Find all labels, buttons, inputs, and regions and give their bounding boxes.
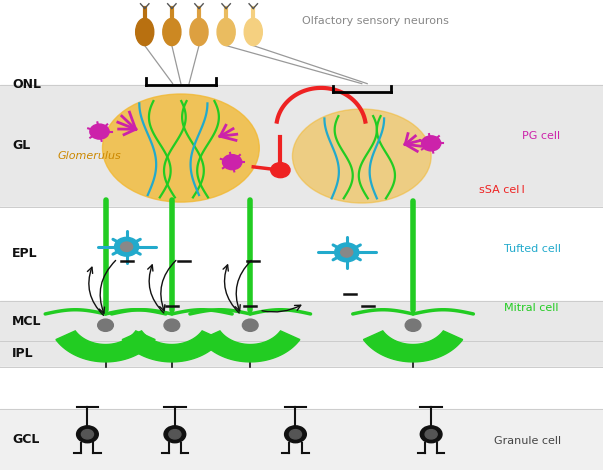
Text: IPL: IPL (12, 347, 34, 360)
Ellipse shape (136, 18, 154, 46)
Circle shape (90, 124, 109, 139)
Bar (0, 409, 603, 470)
Circle shape (164, 319, 180, 331)
Bar (0, 85, 603, 207)
Circle shape (289, 430, 302, 439)
Circle shape (164, 426, 186, 443)
Ellipse shape (217, 18, 235, 46)
Circle shape (115, 237, 139, 256)
Text: EPL: EPL (12, 247, 37, 260)
Circle shape (420, 426, 442, 443)
Ellipse shape (244, 18, 262, 46)
Ellipse shape (292, 109, 431, 203)
Text: Granule cell: Granule cell (494, 436, 561, 446)
Circle shape (121, 242, 133, 251)
Circle shape (98, 319, 113, 331)
Text: GL: GL (12, 139, 30, 152)
Text: MCL: MCL (12, 315, 42, 329)
Bar (0, 301, 603, 367)
Ellipse shape (190, 18, 208, 46)
Text: ONL: ONL (12, 78, 41, 91)
Circle shape (271, 163, 290, 178)
Polygon shape (122, 331, 221, 362)
Circle shape (285, 426, 306, 443)
Text: Mitral cell: Mitral cell (504, 303, 558, 313)
Text: Glomerulus: Glomerulus (57, 151, 121, 161)
Circle shape (335, 243, 359, 262)
Ellipse shape (163, 18, 181, 46)
Text: sSA cel l: sSA cel l (479, 185, 525, 196)
Circle shape (341, 248, 353, 257)
Bar (0, 367, 603, 409)
Polygon shape (364, 331, 463, 362)
Ellipse shape (103, 94, 259, 202)
Circle shape (169, 430, 181, 439)
Circle shape (421, 136, 441, 151)
Bar (0, 207, 603, 301)
Circle shape (242, 319, 258, 331)
Text: GCL: GCL (12, 433, 39, 446)
Circle shape (425, 430, 437, 439)
Circle shape (77, 426, 98, 443)
Text: Tufted cell: Tufted cell (504, 244, 561, 254)
Polygon shape (56, 331, 155, 362)
Polygon shape (201, 331, 300, 362)
Circle shape (81, 430, 93, 439)
Text: Olfactory sensory neurons: Olfactory sensory neurons (302, 16, 449, 26)
Circle shape (223, 155, 242, 170)
Circle shape (405, 319, 421, 331)
Text: PG cell: PG cell (522, 131, 560, 141)
Bar (0, 0, 603, 85)
